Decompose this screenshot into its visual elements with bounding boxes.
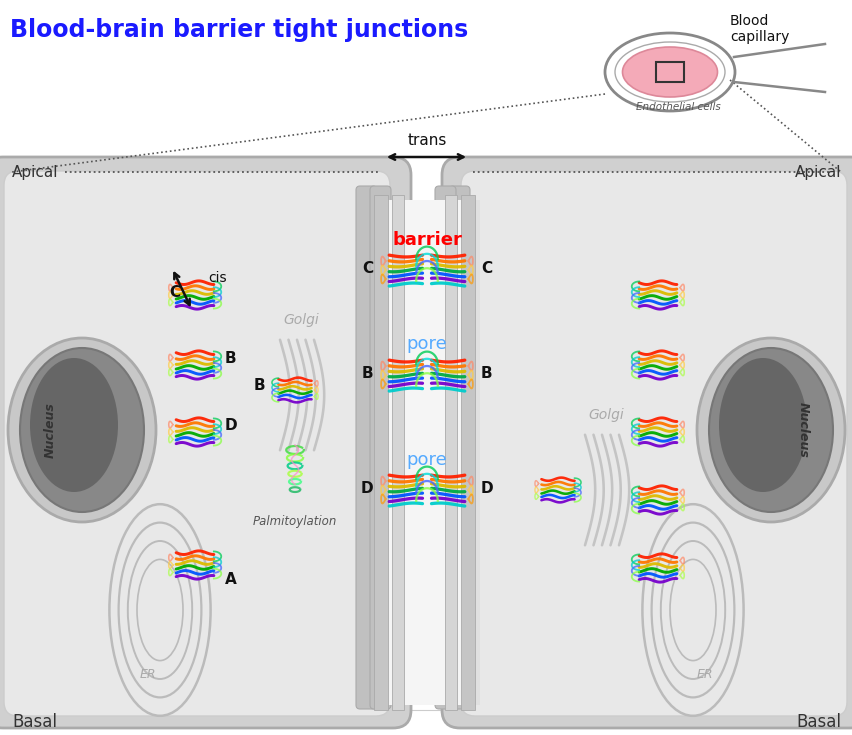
Text: B: B bbox=[225, 351, 236, 365]
Ellipse shape bbox=[622, 47, 717, 97]
Text: ER: ER bbox=[696, 668, 712, 681]
Ellipse shape bbox=[708, 348, 832, 512]
FancyBboxPatch shape bbox=[370, 186, 390, 709]
FancyBboxPatch shape bbox=[460, 171, 846, 716]
Text: Apical: Apical bbox=[12, 165, 59, 179]
Text: Golgi: Golgi bbox=[283, 313, 319, 327]
Text: Basal: Basal bbox=[12, 713, 57, 731]
Text: C: C bbox=[481, 260, 492, 276]
FancyBboxPatch shape bbox=[441, 157, 852, 728]
Ellipse shape bbox=[30, 358, 118, 492]
Bar bbox=[373, 195, 388, 710]
Text: B: B bbox=[253, 378, 265, 392]
Text: B: B bbox=[361, 365, 372, 381]
Ellipse shape bbox=[696, 338, 844, 522]
FancyBboxPatch shape bbox=[435, 186, 456, 709]
Text: B: B bbox=[481, 365, 492, 381]
Text: ER: ER bbox=[140, 668, 156, 681]
FancyBboxPatch shape bbox=[4, 171, 389, 716]
Text: Basal: Basal bbox=[795, 713, 840, 731]
Bar bbox=[445, 195, 457, 710]
Text: trans: trans bbox=[407, 133, 446, 148]
Text: pore: pore bbox=[406, 335, 446, 353]
Text: D: D bbox=[360, 481, 372, 495]
Text: pore: pore bbox=[406, 451, 446, 469]
Text: Apical: Apical bbox=[793, 165, 840, 179]
Text: C: C bbox=[169, 284, 180, 299]
FancyBboxPatch shape bbox=[0, 157, 411, 728]
FancyBboxPatch shape bbox=[355, 186, 377, 709]
Text: Blood-brain barrier tight junctions: Blood-brain barrier tight junctions bbox=[10, 18, 468, 42]
Text: D: D bbox=[481, 481, 493, 495]
Text: Golgi: Golgi bbox=[588, 408, 624, 422]
Bar bbox=[655, 62, 683, 82]
Ellipse shape bbox=[20, 348, 144, 512]
Text: Palmitoylation: Palmitoylation bbox=[252, 515, 337, 528]
Text: C: C bbox=[361, 260, 372, 276]
Text: D: D bbox=[225, 417, 238, 432]
Text: Endothelial cells: Endothelial cells bbox=[635, 102, 720, 112]
Text: cis: cis bbox=[208, 271, 227, 285]
Bar bbox=[460, 195, 475, 710]
FancyBboxPatch shape bbox=[448, 186, 469, 709]
Text: barrier: barrier bbox=[392, 231, 462, 249]
Ellipse shape bbox=[718, 358, 806, 492]
Bar bbox=[392, 195, 404, 710]
Ellipse shape bbox=[8, 338, 156, 522]
Bar bbox=[387, 200, 465, 705]
Bar bbox=[372, 200, 480, 705]
Text: Blood
capillary: Blood capillary bbox=[729, 14, 788, 44]
Text: A: A bbox=[225, 573, 237, 587]
Text: Nucleus: Nucleus bbox=[43, 402, 56, 458]
Text: Nucleus: Nucleus bbox=[796, 402, 809, 458]
